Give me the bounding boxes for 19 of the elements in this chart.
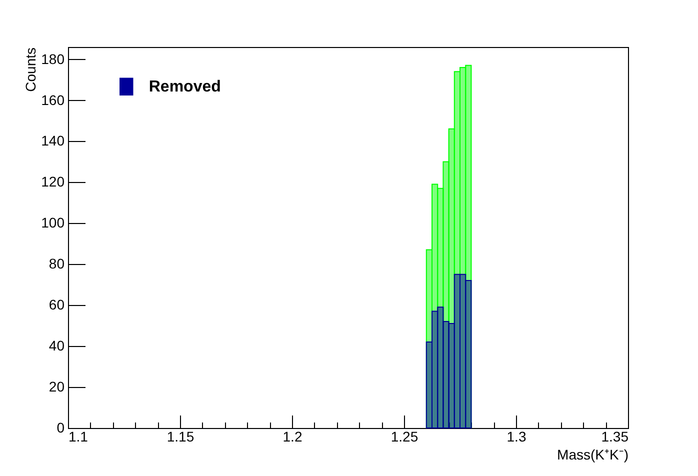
legend-label: Removed	[148, 78, 221, 96]
x-axis-title: Mass(K⁺K⁻)	[557, 446, 628, 462]
y-tick-label: 20	[48, 378, 65, 395]
y-tick-label: 140	[41, 132, 65, 149]
x-tick-label: 1.25	[390, 428, 418, 444]
x-tick-label: 1.15	[166, 428, 194, 444]
x-tick-label: 1.2	[282, 428, 302, 444]
x-tick-label: 1.1	[68, 428, 88, 444]
x-tick-label: 1.3	[506, 428, 526, 444]
y-tick-label: 0	[56, 420, 65, 436]
y-tick-label: 100	[41, 214, 65, 231]
y-tick-label: 160	[41, 92, 65, 108]
x-tick-label: 1.35	[601, 428, 629, 444]
y-tick-label: 80	[48, 256, 65, 272]
y-tick-label: 60	[48, 296, 65, 313]
y-tick-label: 180	[41, 50, 65, 67]
y-axis-title: Counts	[22, 48, 38, 92]
y-tick-label: 120	[41, 174, 65, 190]
y-tick-label: 40	[48, 338, 65, 354]
